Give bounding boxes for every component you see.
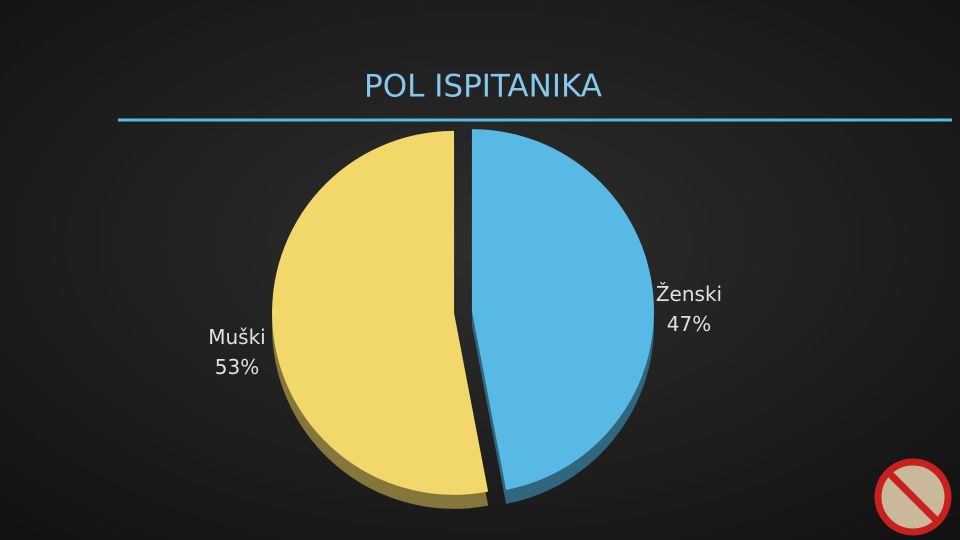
slice-value-label: 53%: [215, 355, 259, 379]
chart-title: POL ISPITANIKA: [364, 69, 602, 105]
slice-category-label: Muški: [208, 325, 266, 349]
slice-category-label: Ženski: [656, 282, 722, 306]
no-sign-icon: [874, 458, 952, 536]
slice: [272, 130, 489, 495]
slice-value-label: 47%: [667, 312, 711, 336]
plot-area: Ženski 47% Muški 53%: [208, 129, 722, 509]
slice: [471, 129, 654, 490]
